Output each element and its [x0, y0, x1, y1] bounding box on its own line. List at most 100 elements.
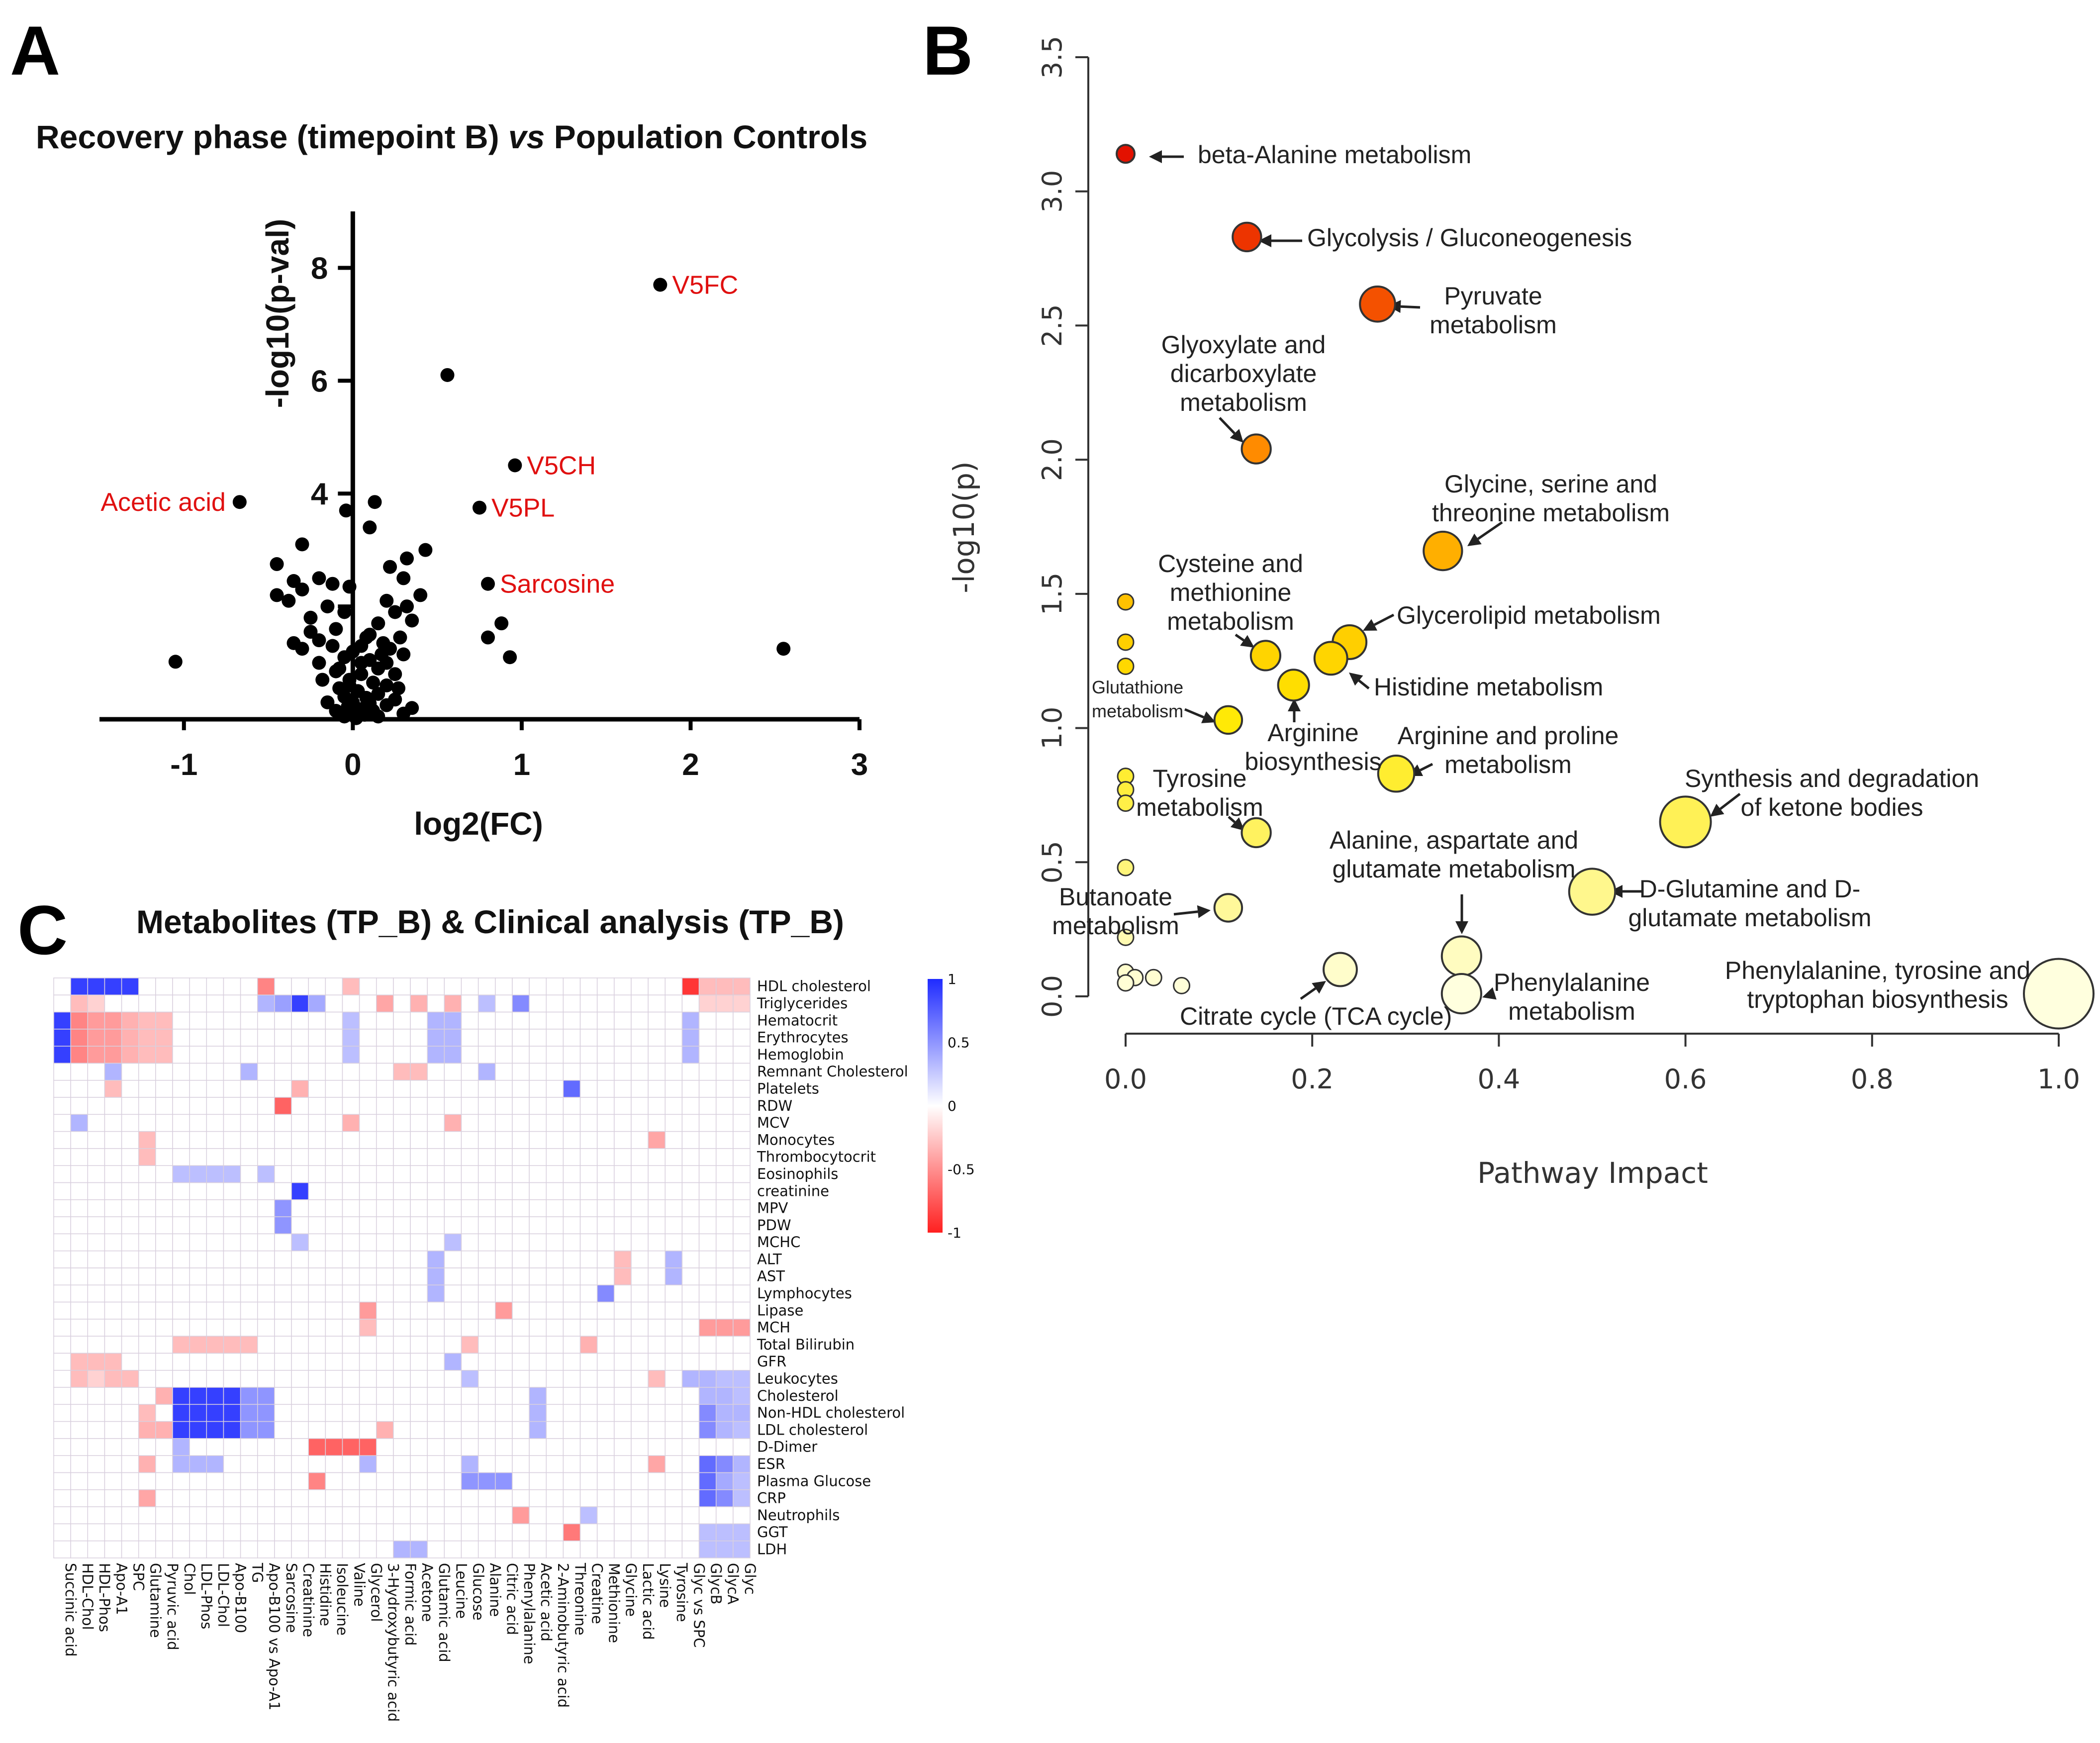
- heatmap-cell: [359, 1438, 377, 1456]
- heatmap-row-label: D-Dimer: [757, 1439, 817, 1455]
- heatmap-cell: [461, 1301, 479, 1320]
- panel-b-arrow-head: [1312, 981, 1326, 994]
- heatmap-cell: [308, 1131, 326, 1149]
- heatmap-cell: [698, 1148, 717, 1166]
- heatmap-cell: [155, 1216, 173, 1235]
- heatmap-cell: [733, 1540, 751, 1558]
- heatmap-cell: [410, 1353, 428, 1371]
- panel-a-data-point: [295, 642, 309, 656]
- panel-b-arrow-head: [1363, 619, 1378, 631]
- heatmap-cell: [189, 1131, 207, 1149]
- panel-b-pathway-point: [1277, 669, 1310, 702]
- heatmap-cell: [121, 1523, 139, 1542]
- anno-tyrosine-1: Tyrosine: [1153, 765, 1247, 792]
- heatmap-cell: [648, 1097, 666, 1115]
- heatmap-row-label: Cholesterol: [757, 1387, 839, 1404]
- panel-b-x-tick-label: 0.6: [1664, 1064, 1707, 1095]
- heatmap-cell: [359, 1353, 377, 1371]
- heatmap-cell: [461, 1370, 479, 1388]
- heatmap-cell: [274, 1216, 292, 1235]
- heatmap-cell: [240, 1421, 258, 1439]
- heatmap-column-label: Apo-B100: [232, 1563, 249, 1633]
- heatmap-cell: [223, 1455, 241, 1473]
- heatmap-cell: [155, 1233, 173, 1252]
- heatmap-cell: [579, 977, 598, 996]
- panel-b-arrow-line: [1235, 633, 1244, 642]
- heatmap-cell: [681, 1199, 700, 1217]
- heatmap-cell: [172, 1148, 190, 1166]
- heatmap-cell: [376, 1148, 394, 1166]
- heatmap-cell: [631, 1097, 649, 1115]
- heatmap-cell: [257, 1301, 275, 1320]
- heatmap-cell: [648, 1540, 666, 1558]
- heatmap-cell: [563, 1199, 581, 1217]
- heatmap-cell: [393, 1165, 411, 1183]
- heatmap-cell: [444, 1063, 462, 1081]
- panel-b-pathway-point: [1117, 974, 1135, 992]
- heatmap-cell: [563, 977, 581, 996]
- heatmap-column-label: Phenylalanine: [521, 1563, 538, 1664]
- heatmap-cell: [512, 1472, 530, 1490]
- heatmap-cell: [665, 1540, 683, 1558]
- heatmap-cell: [410, 1114, 428, 1132]
- heatmap-cell: [512, 977, 530, 996]
- heatmap-cell: [342, 1011, 360, 1030]
- heatmap-cell: [461, 1029, 479, 1047]
- heatmap-cell: [189, 1353, 207, 1371]
- heatmap-cell: [53, 1114, 71, 1132]
- heatmap-cell: [257, 1199, 275, 1217]
- heatmap-cell: [121, 1131, 139, 1149]
- heatmap-cell: [155, 1250, 173, 1268]
- heatmap-cell: [579, 1250, 598, 1268]
- heatmap-cell: [325, 1284, 343, 1303]
- heatmap-cell: [461, 1250, 479, 1268]
- heatmap-cell: [291, 1250, 309, 1268]
- heatmap-cell: [631, 1438, 649, 1456]
- heatmap-cell: [733, 1199, 751, 1217]
- heatmap-cell: [546, 994, 564, 1013]
- heatmap-cell: [87, 977, 105, 996]
- heatmap-cell: [87, 1250, 105, 1268]
- heatmap-cell: [104, 1165, 122, 1183]
- heatmap-cell: [393, 1063, 411, 1081]
- heatmap-cell: [257, 1165, 275, 1183]
- heatmap-row-label: creatinine: [757, 1182, 829, 1199]
- heatmap-cell: [733, 1404, 751, 1422]
- heatmap-cell: [665, 1165, 683, 1183]
- heatmap-cell: [477, 977, 496, 996]
- heatmap-cell: [665, 1114, 683, 1132]
- heatmap-cell: [155, 1421, 173, 1439]
- panel-b-pathway-point: [1117, 794, 1135, 812]
- heatmap-cell: [172, 994, 190, 1013]
- heatmap-cell: [563, 1540, 581, 1558]
- heatmap-cell: [665, 1523, 683, 1542]
- panel-b-pathway-point: [1232, 221, 1262, 253]
- heatmap-cell: [529, 1455, 547, 1473]
- heatmap-cell: [427, 1063, 445, 1081]
- heatmap-cell: [393, 1489, 411, 1507]
- heatmap-row-label: Remnant Cholesterol: [757, 1063, 908, 1080]
- heatmap-cell: [325, 1114, 343, 1132]
- panel-b-arrow-line: [1184, 708, 1204, 719]
- panel-b-y-tick-label: 0.5: [1037, 841, 1068, 883]
- heatmap-cell: [189, 1540, 207, 1558]
- heatmap-column-label: Acetic acid: [538, 1563, 555, 1642]
- anno-pyruvate-1: Pyruvate: [1444, 282, 1542, 310]
- heatmap-cell: [461, 1131, 479, 1149]
- heatmap-cell: [308, 1011, 326, 1030]
- heatmap-cell: [376, 1438, 394, 1456]
- heatmap-cell: [579, 1284, 598, 1303]
- heatmap-cell: [596, 1250, 615, 1268]
- heatmap-cell: [715, 1319, 734, 1337]
- heatmap-row-label: MCHC: [757, 1234, 800, 1251]
- panel-a-data-point: [342, 580, 357, 594]
- heatmap-cell: [138, 1199, 156, 1217]
- heatmap-cell: [563, 1114, 581, 1132]
- heatmap-cell: [529, 1148, 547, 1166]
- heatmap-cell: [189, 1336, 207, 1354]
- heatmap-cell: [733, 1336, 751, 1354]
- heatmap-cell: [648, 1165, 666, 1183]
- heatmap-cell: [223, 1489, 241, 1507]
- heatmap-cell: [461, 1523, 479, 1542]
- anno-phe-1: Phenylalanine: [1494, 968, 1650, 996]
